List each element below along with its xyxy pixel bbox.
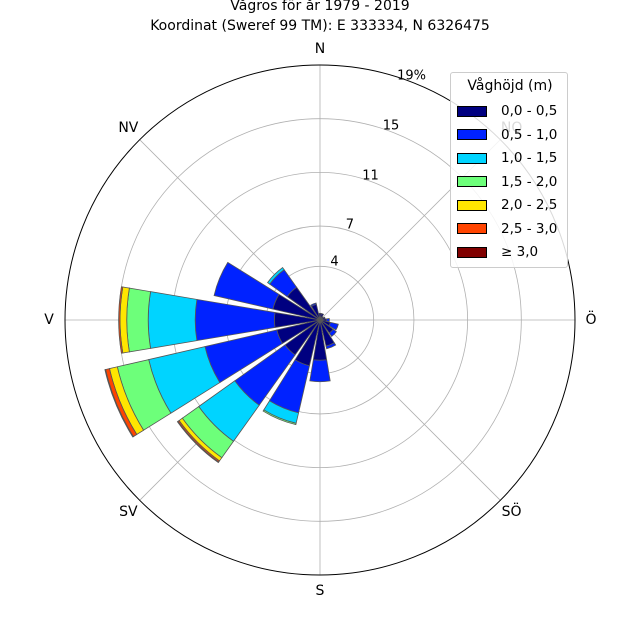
legend-swatch [457,105,487,117]
legend-swatch [457,199,487,211]
legend-entry: 0,5 - 1,0 [457,125,557,145]
chart-subtitle: Koordinat (Sweref 99 TM): E 333334, N 63… [150,18,490,34]
legend-label: 2,5 - 3,0 [501,220,558,237]
chart-title: Vågros för år 1979 - 2019 [230,0,410,14]
legend-swatch [457,246,487,258]
legend-label: 2,0 - 2,5 [501,197,558,213]
radial-tick-label-19: 19% [397,68,427,84]
bar-dir-270-bin-3 [126,287,152,353]
radial-tick-label-7: 7 [345,217,355,233]
bar-dir-337.5-bin-1 [310,302,317,307]
legend-entry: 1,0 - 1,5 [457,148,557,168]
bar-dir-90-bin-1 [326,317,330,323]
bar-dir-0-bin-0 [318,312,322,321]
compass-label-270: V [44,312,54,328]
bar-dir-270-bin-2 [147,291,198,349]
bar-dir-180-bin-1 [309,359,331,383]
bar-dir-157.5-bin-1 [325,342,337,350]
compass-label-180: S [315,583,325,599]
radial-tick-label-4: 4 [330,254,339,270]
bar-dir-225-bin-6 [176,420,220,464]
compass-label-0: N [314,41,326,57]
bar-dir-247.5-bin-6 [104,369,134,438]
legend-label: ≥ 3,0 [501,244,539,260]
radial-tick-label-15: 15 [382,118,400,134]
legend-swatch [457,129,487,140]
bar-dir-292.5-bin-1 [213,261,280,310]
bar-dir-270-bin-5 [118,286,124,354]
legend-swatch [457,152,487,164]
legend-swatch [457,176,487,187]
compass-label-315: NV [118,120,139,137]
legend-entry: 2,0 - 2,5 [457,195,557,215]
bar-dir-202.5-bin-3 [262,409,297,426]
bar-dir-135-bin-1 [328,328,337,337]
legend-entry: 2,5 - 3,0 [457,219,557,239]
radial-tick-label-11: 11 [362,168,379,184]
compass-label-135: SÖ [501,503,522,520]
legend: Våghöjd (m) 0,0 - 0,5 0,5 - 1,0 1,0 - 1,5 1… [450,72,568,268]
legend-entry: ≥ 3,0 [457,242,538,262]
bar-dir-315-bin-2 [266,266,285,285]
legend-label: 0,5 - 1,0 [501,126,558,143]
legend-title: Våghöjd (m) [467,78,553,94]
compass-label-90: Ö [585,312,597,328]
compass-label-225: SV [119,503,138,520]
legend-label: 0,0 - 0,5 [501,103,558,119]
bars [104,261,339,464]
polar-frame [64,64,576,576]
grid-spoke-135 [319,319,501,501]
legend-entry: 1,5 - 2,0 [457,172,557,192]
legend-label: 1,0 - 1,5 [501,150,558,166]
legend-entry: 0,0 - 0,5 [457,101,557,121]
legend-label: 1,5 - 2,0 [501,173,558,190]
bar-dir-112.5-bin-1 [328,321,339,331]
legend-swatch [457,223,487,234]
